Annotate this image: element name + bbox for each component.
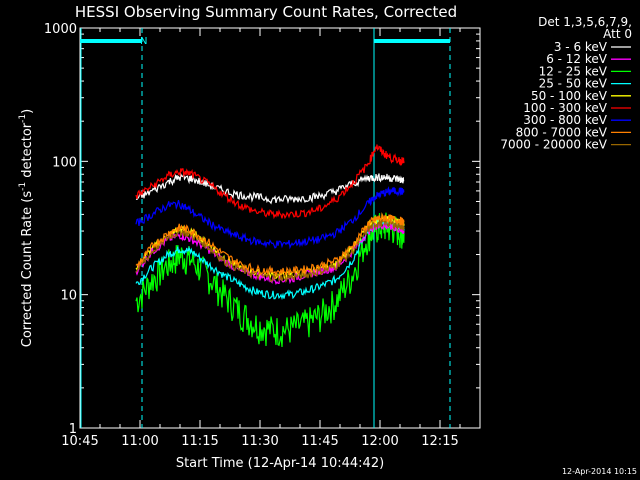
legend-label: 25 - 50 keV xyxy=(539,77,608,91)
plot-frame xyxy=(79,27,481,429)
x-tick-label: 11:00 xyxy=(121,434,158,449)
series-line-6-12-keV xyxy=(135,221,405,286)
x-tick-label: 10:45 xyxy=(61,434,98,449)
legend-label: 300 - 800 keV xyxy=(523,113,607,127)
x-tick-label: 11:45 xyxy=(301,434,338,449)
y-tick-label: 100 xyxy=(52,155,77,170)
legend-header-line1: Det 1,3,5,6,7,9, xyxy=(538,15,632,29)
chart-title: HESSI Observing Summary Count Rates, Cor… xyxy=(75,3,457,21)
series-line-300-800-keV xyxy=(135,186,405,250)
legend-header-line2: Att 0 xyxy=(603,27,632,41)
y-tick-label: 10 xyxy=(60,289,77,304)
y-axis-label: Corrected Count Rate (s-1 detector-1) xyxy=(18,109,35,347)
axis-ticks xyxy=(79,28,480,429)
series-line-3-6-keV xyxy=(135,172,405,205)
legend-label: 800 - 7000 keV xyxy=(516,125,608,139)
x-tick-label: 12:00 xyxy=(361,434,398,449)
series-line-7000-20000-keV xyxy=(135,217,405,284)
legend-label: 6 - 12 keV xyxy=(546,52,608,66)
legend-label: 12 - 25 keV xyxy=(539,64,608,78)
series-lines xyxy=(135,144,405,348)
legend-label: 3 - 6 keV xyxy=(554,40,608,54)
x-tick-labels: 10:45 11:00 11:15 11:30 11:45 12:00 12:15 xyxy=(61,434,458,449)
x-tick-label: 11:30 xyxy=(241,434,278,449)
night-marker-label: N xyxy=(140,36,147,47)
series-line-12-25-keV xyxy=(135,212,405,348)
legend-label: 50 - 100 keV xyxy=(531,89,608,103)
x-tick-label: 11:15 xyxy=(181,434,218,449)
series-line-100-300-keV xyxy=(135,144,405,220)
series-line-800-7000-keV xyxy=(135,211,405,278)
x-tick-label: 12:15 xyxy=(421,434,458,449)
timestamp: 12-Apr-2014 10:15 xyxy=(562,467,637,476)
y-tick-labels: 1 10 100 1000 xyxy=(44,22,77,437)
x-axis-label: Start Time (12-Apr-14 10:44:42) xyxy=(176,456,384,471)
y-tick-label: 1 xyxy=(69,422,77,437)
legend-label: 7000 - 20000 keV xyxy=(500,138,607,152)
y-tick-label: 1000 xyxy=(44,22,77,37)
saa-night-overlay xyxy=(80,28,451,428)
legend-label: 100 - 300 keV xyxy=(523,101,607,115)
